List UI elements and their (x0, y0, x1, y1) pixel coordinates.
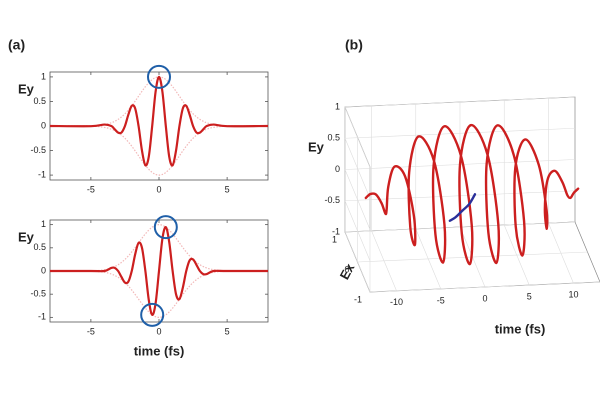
grid-line (344, 231, 371, 293)
field-curve (364, 123, 580, 266)
x-tick-label: 0 (482, 293, 487, 303)
panel-label: (a) (8, 37, 25, 53)
x-tick-label: 0 (156, 326, 161, 336)
y-tick-label: 0.5 (33, 96, 46, 106)
grid-line (344, 96, 576, 108)
y-tick-label: -1 (354, 294, 362, 304)
envelope-line (49, 224, 269, 272)
x-tick-label: -5 (87, 326, 95, 336)
grid-line (344, 138, 371, 199)
grid-line (369, 281, 600, 293)
x-tick-label: -5 (437, 295, 445, 305)
panel-label: (b) (345, 37, 363, 53)
x-tick-label: 5 (225, 326, 230, 336)
z-tick-label: -0.5 (324, 195, 340, 205)
x-tick-label: 5 (527, 291, 532, 301)
grid-line (344, 221, 576, 233)
x-axis-label: time (fs) (134, 343, 185, 358)
y-tick-label: -0.5 (30, 145, 46, 155)
z-tick-label: 0 (335, 164, 340, 174)
z-tick-label: 1 (335, 101, 340, 111)
y-tick-label: 1 (332, 234, 337, 244)
y-axis-label: Ex (337, 260, 358, 282)
field-curve (448, 193, 477, 222)
grid-line (344, 106, 371, 168)
y-tick-label: 0 (41, 265, 46, 275)
x-axis-label: time (fs) (495, 321, 546, 336)
grid-line (344, 200, 371, 261)
highlight-circle (147, 64, 171, 89)
envelope-line (49, 270, 269, 318)
x-tick-label: 10 (568, 290, 578, 300)
x-tick-label: -5 (87, 184, 95, 194)
y-tick-label: -0.5 (30, 289, 46, 299)
field-line (49, 226, 268, 316)
highlight-circle (140, 302, 165, 327)
z-axis-label: Ey (308, 139, 325, 154)
envelope-line (49, 125, 269, 176)
z-tick-label: -1 (332, 226, 340, 236)
y-tick-label: 0 (344, 264, 349, 274)
y-tick-label: -1 (38, 312, 46, 322)
x-tick-label: -10 (390, 297, 403, 307)
x-tick-label: 0 (156, 184, 161, 194)
y-tick-label: 0 (41, 120, 46, 130)
x-tick-label: 5 (225, 184, 230, 194)
y-axis-label: Ey (18, 81, 35, 96)
z-tick-label: 0.5 (327, 133, 340, 143)
y-tick-label: -1 (38, 169, 46, 179)
field-line (49, 75, 269, 167)
grid-line (344, 169, 371, 230)
y-tick-label: 0.5 (33, 242, 46, 252)
highlight-circle (153, 215, 178, 240)
y-tick-label: 1 (41, 219, 46, 229)
y-tick-label: 1 (41, 71, 46, 81)
grid-line (344, 127, 576, 139)
y-axis-label: Ey (18, 229, 35, 244)
